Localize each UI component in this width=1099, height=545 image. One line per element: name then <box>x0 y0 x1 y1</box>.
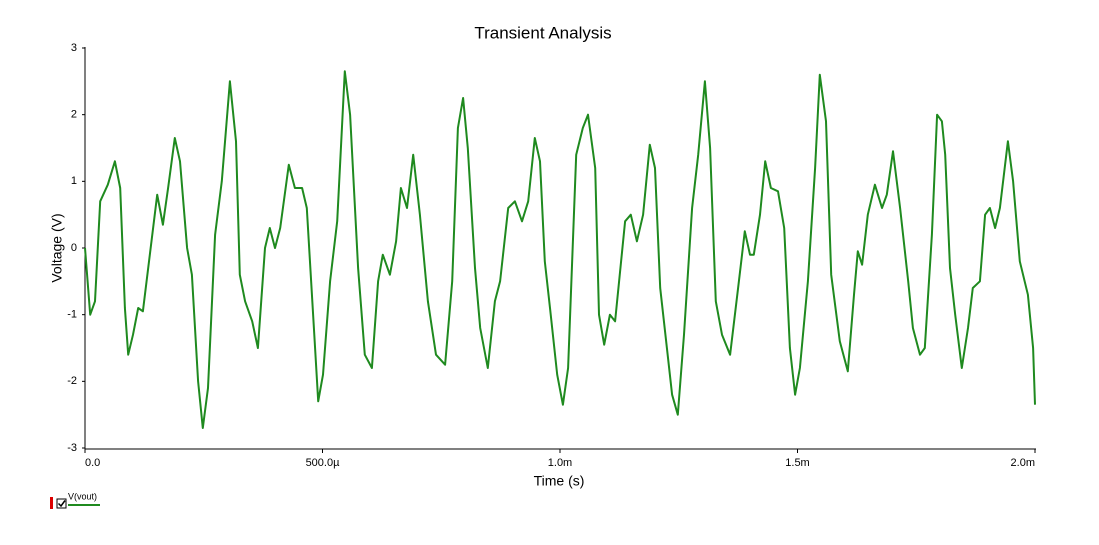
y-tick-label: -2 <box>67 375 77 387</box>
legend-label: V(vout) <box>68 491 97 501</box>
x-tick-label: 2.0m <box>1011 457 1035 469</box>
x-axis-label: Time (s) <box>534 473 585 489</box>
x-tick-label: 500.0µ <box>306 457 341 469</box>
chart-title: Transient Analysis <box>474 23 611 42</box>
x-tick-label: 1.0m <box>548 457 572 469</box>
y-axis-label: Voltage (V) <box>49 213 65 282</box>
y-tick-label: 1 <box>71 175 77 187</box>
y-tick-label: 0 <box>71 242 77 254</box>
y-tick-label: -1 <box>67 309 77 321</box>
y-tick-label: 2 <box>71 109 77 121</box>
y-tick-label: 3 <box>71 42 77 54</box>
legend-checkbox[interactable] <box>56 498 67 509</box>
y-tick-label: -3 <box>67 442 77 454</box>
checkbox-tick <box>57 500 66 508</box>
x-tick-label: 1.5m <box>785 457 809 469</box>
legend-marker <box>50 497 53 509</box>
x-tick-label: 0.0 <box>85 457 100 469</box>
series-line <box>84 70 1036 429</box>
